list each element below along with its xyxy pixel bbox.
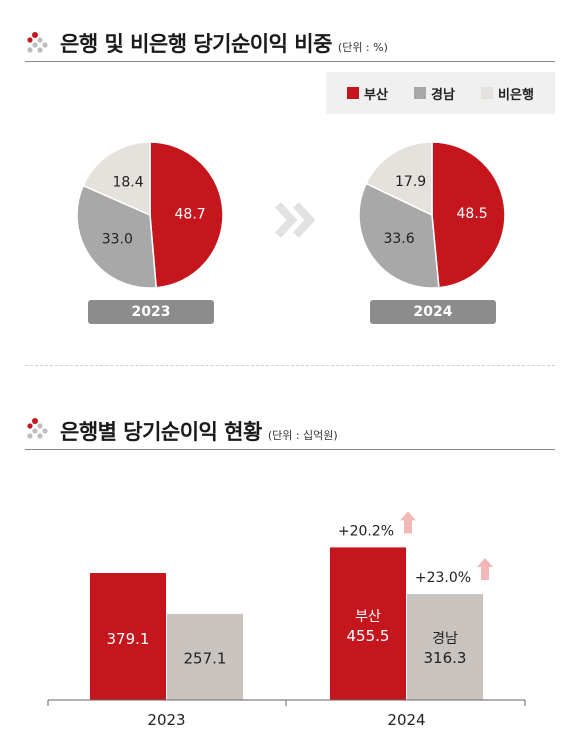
legend-label-nonbank: 비은행 [498, 87, 534, 103]
x-tick-label-2023: 2023 [147, 711, 185, 729]
section1-unit: (단위 : %) [337, 41, 388, 54]
bar-chart: 379.1 257.1 2023 부산 455.5 +20.2% 경남 316.3 +23.0%… [47, 511, 526, 729]
chart-legend: 부산 경남 비은행 [326, 72, 555, 114]
legend-label-gyeongnam: 경남 [431, 87, 455, 103]
pie-2024: 48.5 33.6 17.9 [358, 141, 506, 289]
section-divider [25, 365, 555, 366]
pie-2023-slice-busan [149, 141, 224, 289]
section2-rule [25, 449, 555, 450]
bar-group: 379.1 257.1 2023 부산 455.5 +20.2% 경남 316.3 +23.0%… [90, 511, 493, 729]
legend-swatch-nonbank [481, 87, 494, 99]
brand-logo-icon [27, 32, 48, 53]
pie-2024-label-busan: 48.5 [457, 206, 488, 222]
bar-2023-busan-value: 379.1 [107, 630, 150, 648]
bar-2024-gyeongnam-name: 경남 [432, 631, 458, 647]
section2-title: 은행별 당기순이익 현황 [60, 420, 262, 444]
arrow-icon [275, 202, 316, 238]
bar-2023-gyeongnam [167, 613, 243, 700]
legend-item-gyeongnam: 경남 [414, 84, 455, 103]
pie-2024-slice-gyeongnam [358, 182, 440, 289]
bar-2024-busan [330, 547, 406, 700]
pie-2024-label-gyeongnam: 33.6 [383, 231, 414, 247]
bar-2024-busan-value: 455.5 [347, 627, 390, 645]
pie-2024-slice-nonbank [365, 141, 433, 217]
bar-2024-gyeongnam-value: 316.3 [424, 649, 467, 667]
section1-title: 은행 및 비은행 당기순이익 비중 [60, 32, 332, 56]
legend-item-nonbank: 비은행 [481, 84, 534, 103]
growth-label-busan: +20.2% [338, 523, 394, 539]
bar-2023-gyeongnam-value: 257.1 [184, 650, 227, 668]
bar-2023-busan [90, 573, 166, 700]
pie-2024-label-nonbank: 17.9 [395, 174, 426, 190]
pie-year-2023: 2023 [88, 300, 214, 324]
section2-unit: (단위 : 십억원) [267, 429, 338, 442]
brand-logo-icon-2 [27, 418, 48, 439]
section1-rule [25, 61, 555, 62]
legend-swatch-gyeongnam [414, 87, 427, 99]
legend-label-busan: 부산 [364, 87, 388, 103]
pie-2023-label-busan: 48.7 [175, 206, 206, 222]
pie-2023-label-nonbank: 18.4 [112, 174, 143, 190]
section1-heading: 은행 및 비은행 당기순이익 비중 (단위 : %) [60, 28, 388, 58]
bar-2024-busan-name: 부산 [355, 609, 381, 625]
pie-2023: 48.7 33.0 18.4 [76, 141, 224, 289]
growth-up-arrow-icon-busan [400, 511, 416, 534]
section2-heading: 은행별 당기순이익 현황 (단위 : 십억원) [60, 416, 338, 446]
pie-charts: 48.7 33.0 18.4 48.5 33.6 17.9 [76, 141, 506, 289]
bar-2024-gyeongnam [407, 594, 483, 700]
growth-label-gyeongnam: +23.0% [415, 570, 471, 586]
legend-item-busan: 부산 [347, 84, 388, 103]
pie-year-2024: 2024 [370, 300, 496, 324]
pie-2023-slice-gyeongnam [76, 184, 157, 289]
pie-2023-slice-nonbank [82, 141, 151, 217]
pie-2023-label-gyeongnam: 33.0 [102, 231, 133, 247]
legend-swatch-busan [347, 87, 360, 99]
pie-2024-slice-busan [431, 141, 506, 289]
x-tick-label-2024: 2024 [387, 711, 425, 729]
growth-up-arrow-icon-gyeongnam [477, 558, 493, 581]
